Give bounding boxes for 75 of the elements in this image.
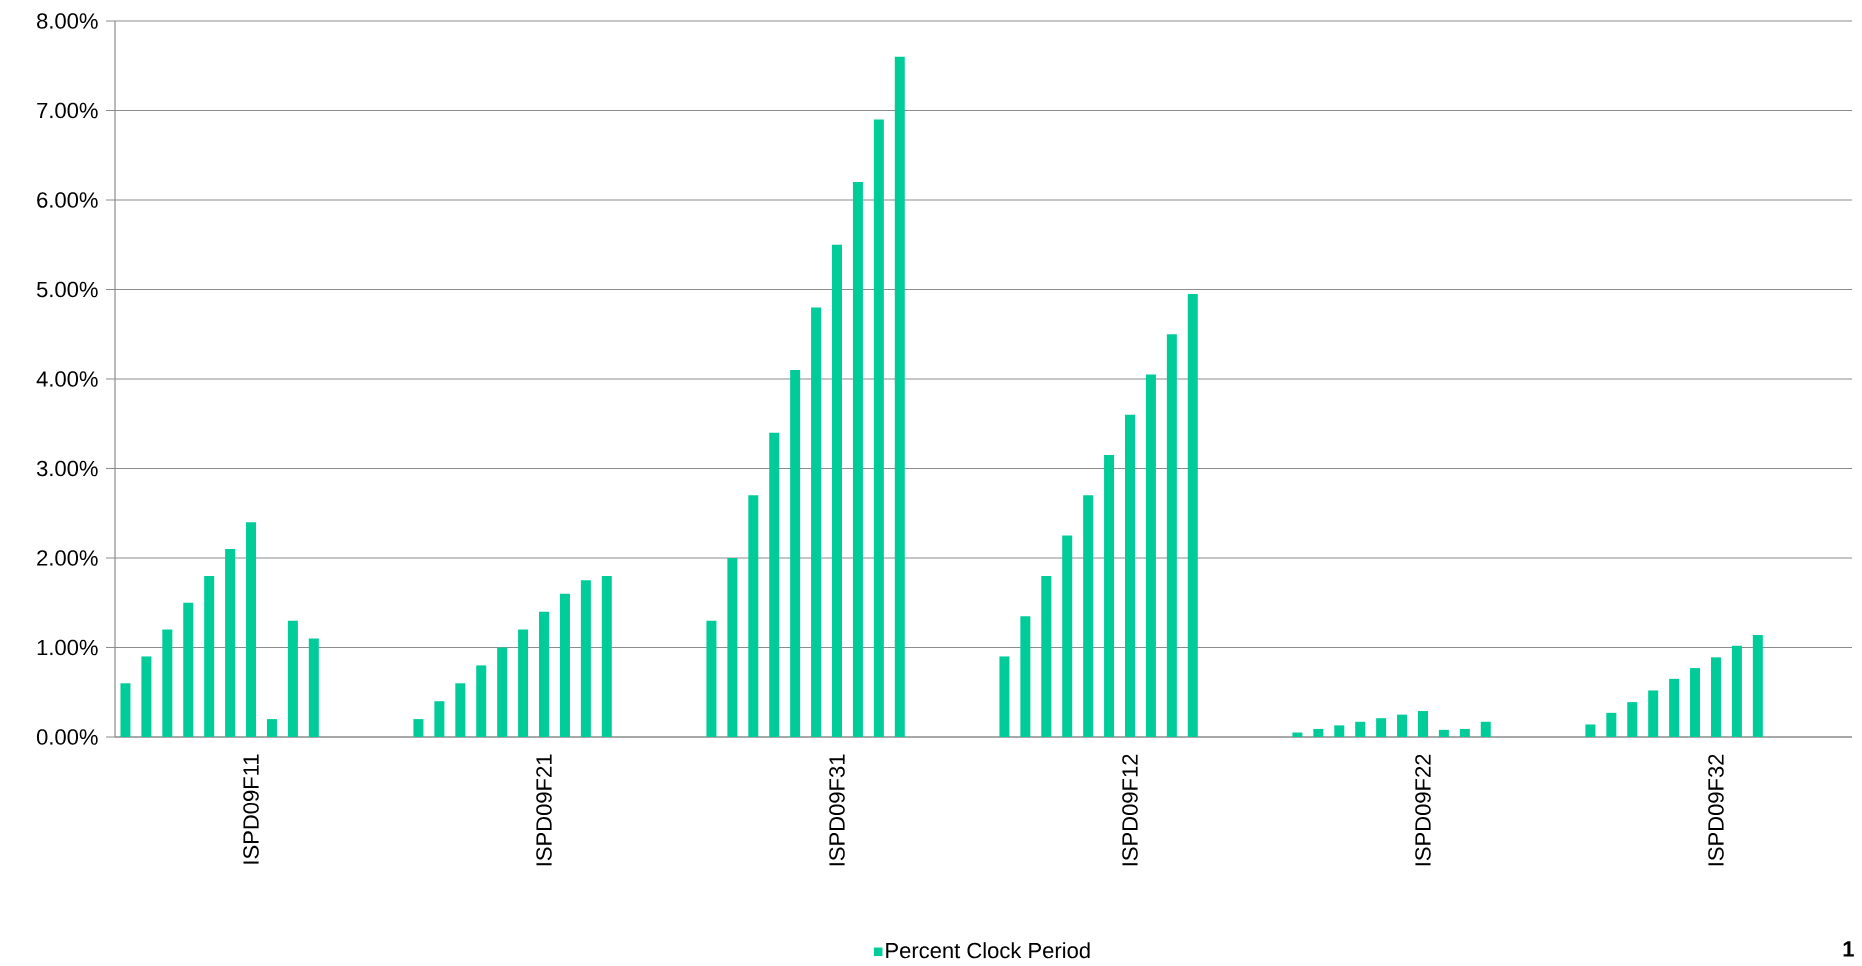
bar: [1334, 725, 1345, 737]
bar: [497, 647, 508, 737]
bar: [225, 549, 236, 737]
x-tick-label: ISPD09F32: [1708, 754, 1724, 866]
bar: [748, 495, 759, 737]
bar: [287, 620, 298, 737]
x-tick-label: ISPD09F31: [829, 754, 845, 866]
bar: [1690, 668, 1701, 737]
bar: [141, 656, 152, 737]
bar: [790, 370, 801, 737]
bar: [413, 719, 424, 737]
bar: [811, 307, 822, 737]
y-tick-label: 8.00%: [37, 13, 98, 29]
legend-label: Percent Clock Period: [886, 942, 1090, 959]
y-tick-label: 7.00%: [37, 102, 98, 119]
x-tick-label: ISPD09F11: [243, 754, 259, 864]
x-tick-label: ISPD09F22: [1415, 754, 1431, 866]
bar: [1417, 711, 1428, 737]
bar: [539, 611, 550, 737]
y-tick-label: 0.00%: [36, 729, 98, 745]
bar: [455, 683, 466, 737]
bar: [1459, 728, 1470, 737]
bar: [162, 629, 173, 737]
y-tick-label: 3.00%: [36, 460, 98, 477]
y-tick-label: 4.00%: [36, 371, 98, 387]
bar: [266, 719, 277, 737]
bar: [308, 638, 319, 737]
bar: [601, 575, 612, 737]
bar: [1124, 414, 1135, 737]
bar: [1041, 575, 1052, 737]
bar: [1731, 645, 1742, 737]
bar: [769, 432, 780, 737]
bar: [1710, 657, 1721, 737]
bar: [1104, 455, 1115, 737]
bar: [1606, 712, 1617, 737]
y-tick-label: 1.00%: [37, 639, 98, 656]
bar: [1752, 634, 1763, 737]
bar: [1187, 293, 1198, 737]
bar: [999, 656, 1010, 737]
bar: [1669, 678, 1680, 737]
bar: [706, 620, 717, 737]
bar: [1585, 724, 1596, 737]
bar: [1145, 374, 1156, 737]
bar: [1355, 721, 1366, 737]
y-tick-label: 5.00%: [36, 281, 98, 298]
x-tick-label: ISPD09F12: [1122, 754, 1138, 866]
bar: [1062, 535, 1073, 737]
bar: [1480, 721, 1491, 737]
y-tick-label: 2.00%: [37, 550, 98, 566]
text: 1: [1843, 941, 1854, 957]
bar: [559, 593, 570, 737]
bar: [1438, 729, 1449, 737]
x-tick-label: ISPD09F21: [536, 754, 552, 866]
bar: [1020, 616, 1031, 737]
bar: [434, 701, 445, 737]
bar: [1083, 495, 1094, 737]
bar: [1627, 702, 1638, 737]
bar: [1397, 714, 1408, 737]
bar: [852, 182, 863, 737]
bar: [518, 629, 529, 737]
bar: [246, 522, 257, 737]
bar: [1313, 728, 1324, 737]
bar: [204, 575, 215, 737]
bar: [873, 119, 884, 737]
bar: [476, 665, 487, 737]
bar: [1648, 690, 1659, 737]
bar: [580, 580, 591, 737]
bar: [894, 56, 905, 737]
bar: [1166, 334, 1177, 737]
y-tick-label: 6.00%: [37, 192, 98, 208]
bar: [120, 683, 131, 737]
bar: [832, 244, 843, 737]
bar: [183, 602, 194, 737]
bar: [727, 558, 738, 737]
bar: [1376, 718, 1387, 737]
